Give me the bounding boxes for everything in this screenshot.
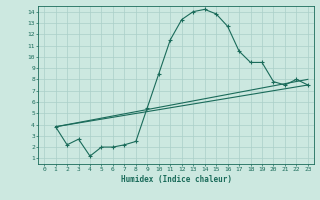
X-axis label: Humidex (Indice chaleur): Humidex (Indice chaleur) <box>121 175 231 184</box>
